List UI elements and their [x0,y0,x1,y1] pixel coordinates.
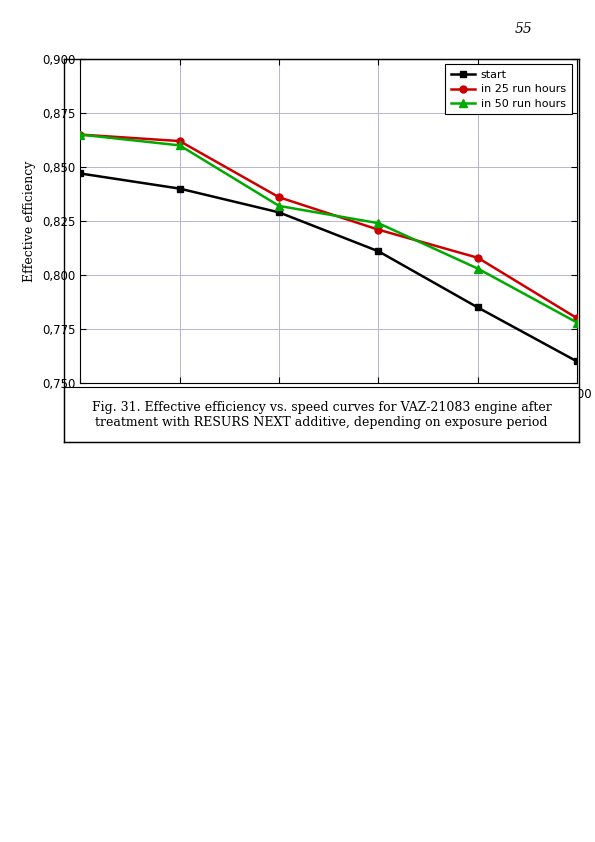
Y-axis label: Effective efficiency: Effective efficiency [23,160,36,282]
Legend: start, in 25 run hours, in 50 run hours: start, in 25 run hours, in 50 run hours [446,65,572,115]
Text: Fig. 31. Effective efficiency vs. speed curves for VAZ-21083 engine after
treatm: Fig. 31. Effective efficiency vs. speed … [92,401,552,429]
X-axis label: Engine speed, RPM: Engine speed, RPM [267,407,391,419]
Text: 55: 55 [515,23,533,36]
